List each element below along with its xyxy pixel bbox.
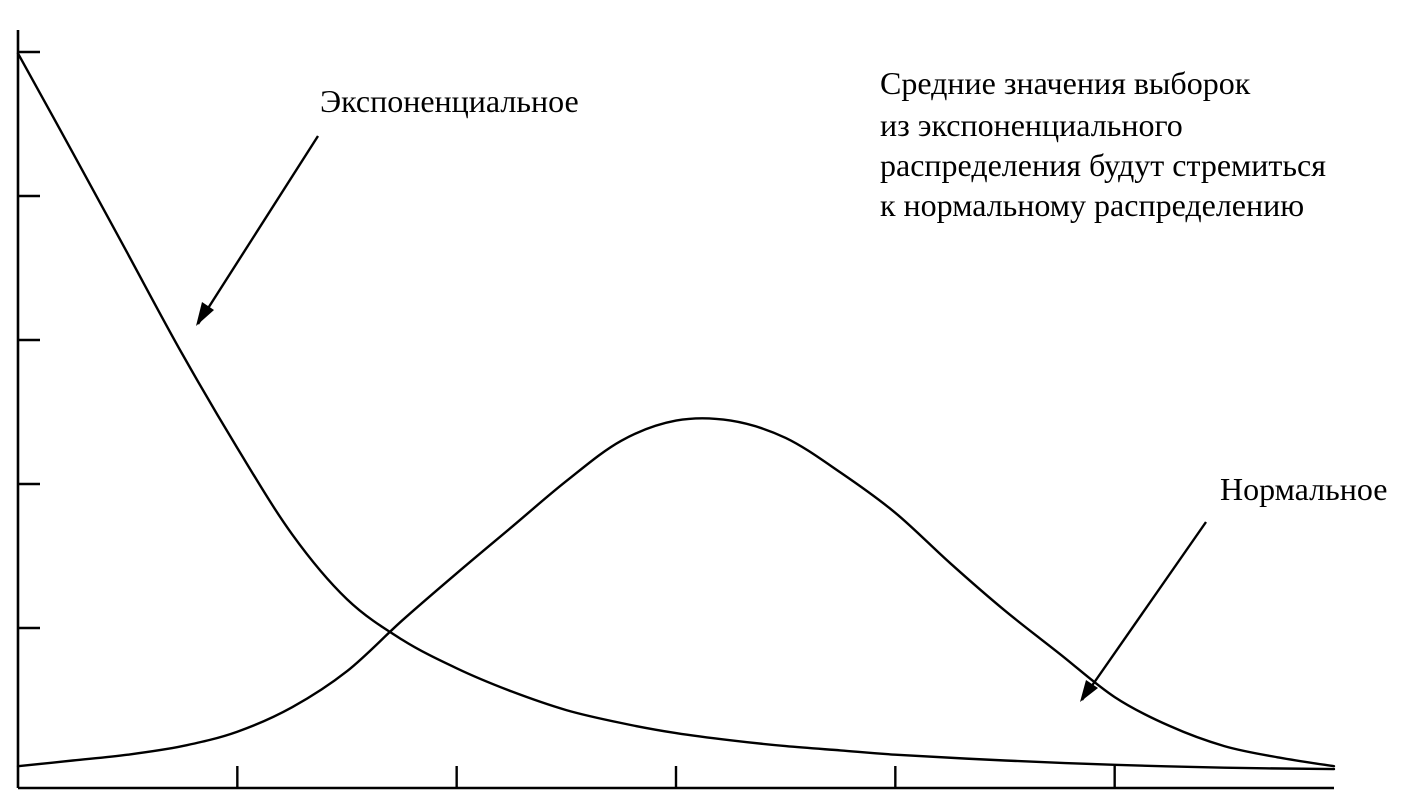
annotation-exponential: Экспоненциальное — [320, 83, 579, 119]
curves — [16, 52, 1336, 771]
note-line: Средние значения выборок — [880, 65, 1251, 101]
annotation-normal: Нормальное — [1220, 471, 1387, 507]
arrow-normal — [1081, 521, 1207, 701]
axes — [16, 30, 1334, 790]
note-line: к нормальному распределению — [880, 187, 1304, 223]
arrowhead-normal — [1080, 680, 1098, 702]
series-line-normal — [16, 417, 1336, 768]
arrowhead-exponential — [196, 302, 214, 326]
series-line-exponential — [16, 52, 1336, 771]
note-line: из экспоненциального — [880, 107, 1183, 143]
note-text: Средние значения выборок из экспоненциал… — [880, 65, 1326, 223]
ticks — [18, 50, 1116, 788]
note-line: распределения будут стремиться — [880, 147, 1326, 183]
arrow-exponential — [196, 135, 320, 325]
